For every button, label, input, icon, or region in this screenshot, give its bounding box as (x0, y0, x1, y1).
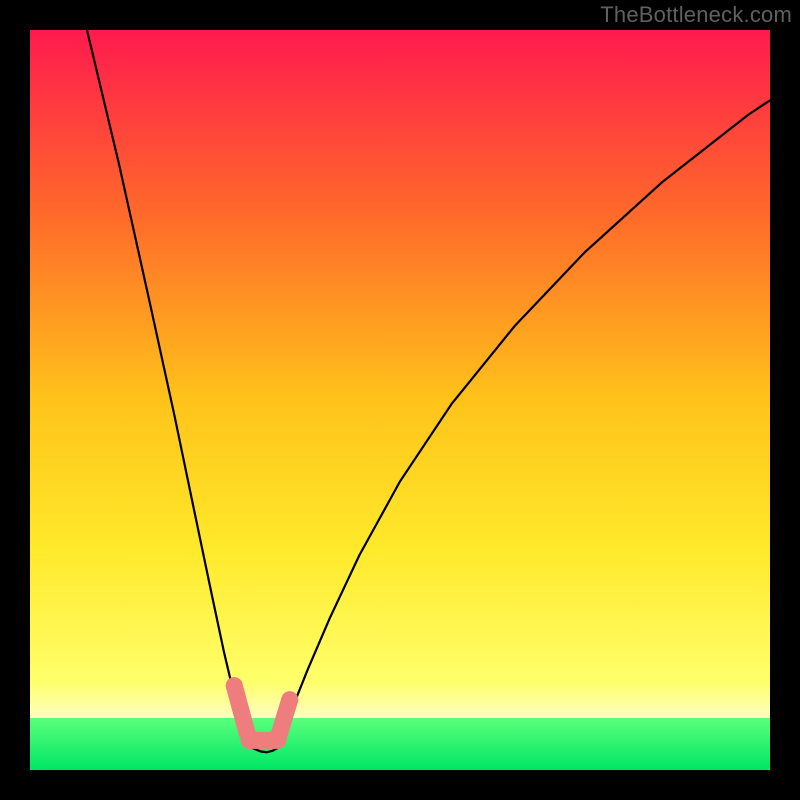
marker-right-top (281, 691, 298, 708)
watermark-text: TheBottleneck.com (600, 2, 792, 28)
marker-left-top (226, 677, 243, 694)
marker-left-bottom (238, 724, 255, 741)
marker-right-bottom (270, 727, 287, 744)
curve-left-branch (87, 30, 252, 748)
plot-wrapper (0, 0, 800, 800)
curve-layer (0, 0, 800, 800)
curve-right-branch (274, 100, 770, 748)
